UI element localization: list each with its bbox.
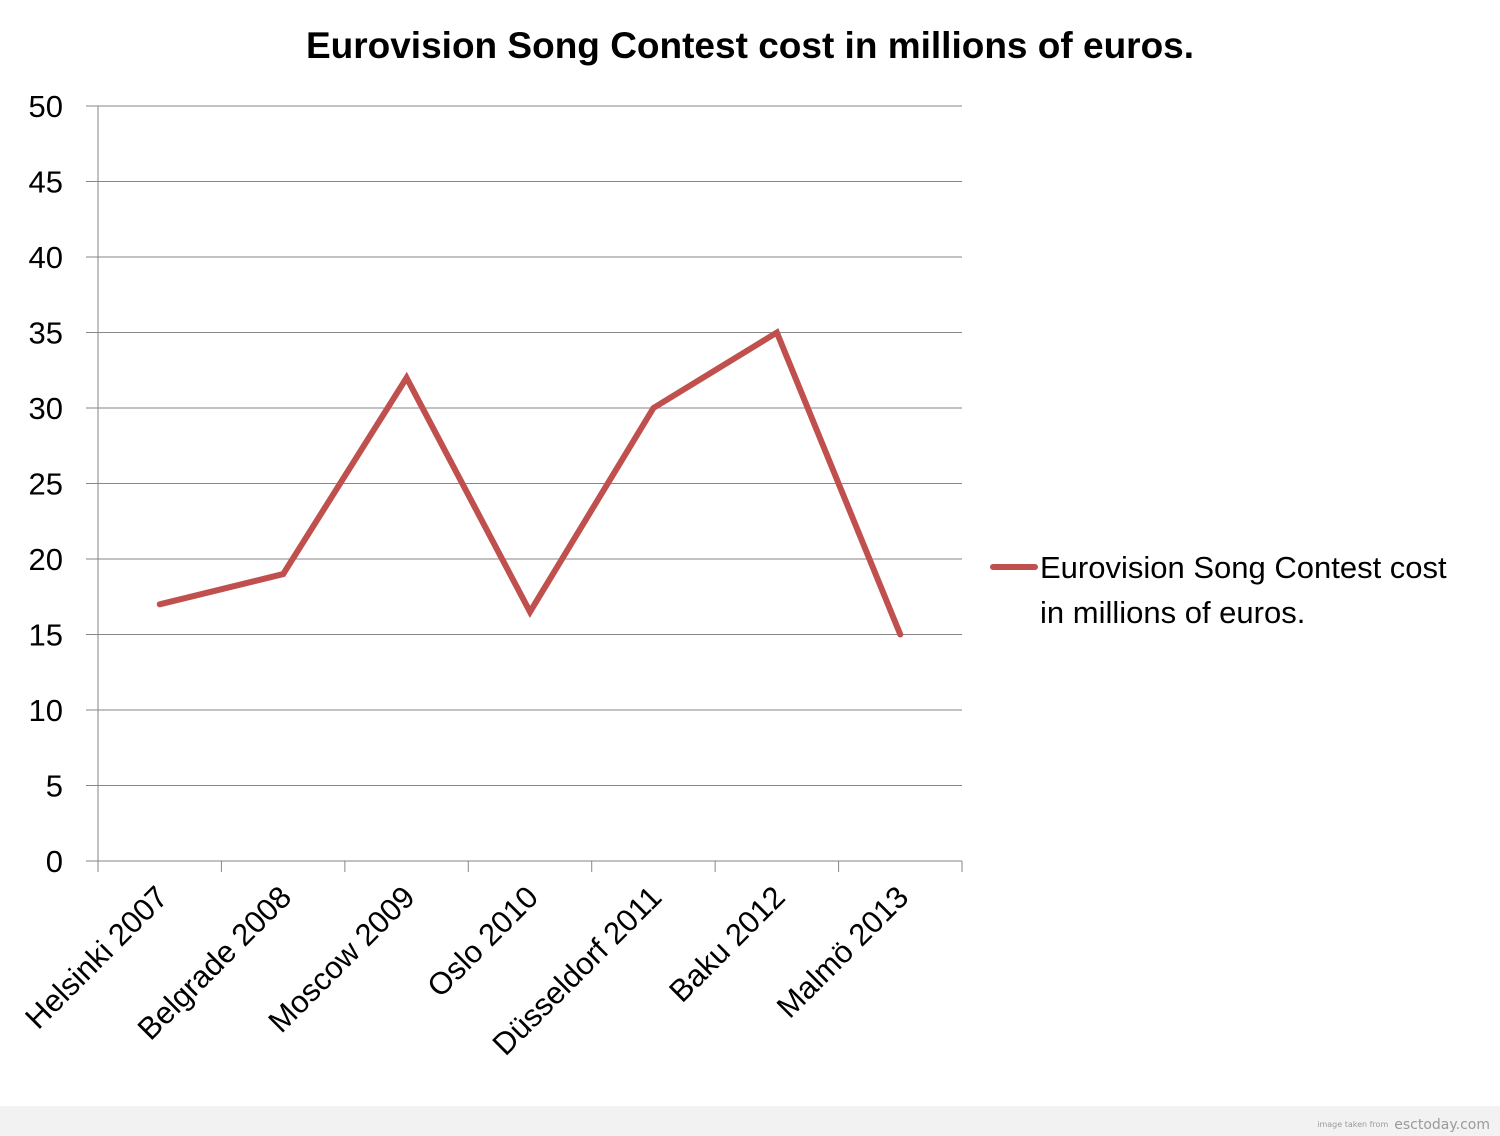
legend: Eurovision Song Contest cost in millions… xyxy=(990,550,1455,630)
legend-label: Eurovision Song Contest cost in millions… xyxy=(1040,550,1455,630)
y-tick-label: 40 xyxy=(29,240,63,275)
y-tick-label: 50 xyxy=(29,89,63,124)
legend-label-line-1: Eurovision Song Contest cost xyxy=(1040,550,1447,585)
y-tick-label: 30 xyxy=(29,391,63,426)
data-point xyxy=(159,603,161,605)
data-point xyxy=(529,611,531,613)
credit-site: esctoday.com xyxy=(1394,1117,1490,1133)
x-tick-label: Malmö 2013 xyxy=(770,879,915,1024)
line-chart: Eurovision Song Contest cost in millions… xyxy=(18,25,1455,1062)
series-group xyxy=(156,328,904,638)
credit-prefix: image taken from xyxy=(1317,1120,1389,1129)
y-tick-label: 10 xyxy=(29,693,63,728)
data-point xyxy=(776,332,778,333)
chart-title: Eurovision Song Contest cost in millions… xyxy=(306,25,1194,66)
image-credit: image taken from esctoday.com xyxy=(1317,1114,1490,1133)
gridlines xyxy=(98,105,962,786)
data-point xyxy=(282,573,284,575)
y-tick-label: 15 xyxy=(29,618,63,653)
y-tick-label: 25 xyxy=(29,467,63,502)
x-tick-label: Oslo 2010 xyxy=(420,879,545,1004)
y-tick-label: 20 xyxy=(29,542,63,577)
data-point xyxy=(899,634,901,635)
y-axis-ticks: 0 5 10 15 20 25 30 35 40 45 50 xyxy=(29,89,98,879)
x-tick-label: Baku 2012 xyxy=(662,879,792,1009)
legend-label-line-2: in millions of euros. xyxy=(1040,595,1305,630)
data-point xyxy=(652,407,654,409)
y-tick-label: 45 xyxy=(29,165,63,200)
data-point xyxy=(406,377,408,379)
footer-bar xyxy=(0,1106,1500,1136)
y-tick-label: 35 xyxy=(29,316,63,351)
y-tick-label: 5 xyxy=(46,769,63,804)
y-tick-label: 0 xyxy=(46,844,63,879)
